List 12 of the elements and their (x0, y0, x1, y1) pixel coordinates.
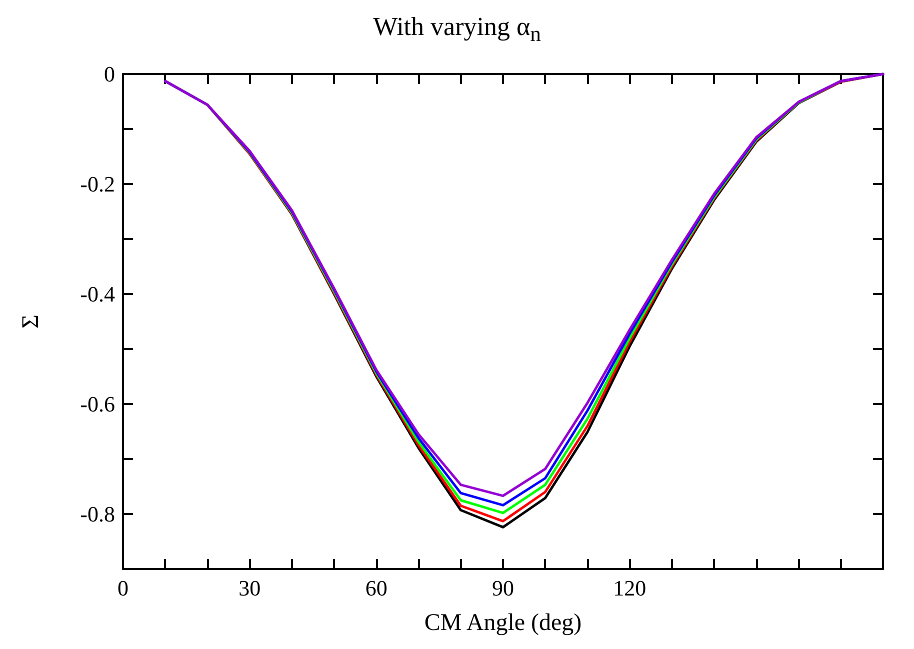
y-tick-label: -0.2 (80, 172, 115, 196)
y-tick-label: 0 (104, 62, 115, 86)
y-axis-title: Σ (18, 314, 44, 328)
x-tick-label: 120 (613, 576, 646, 600)
chart-title: With varying α$_{n}$ (372, 12, 542, 48)
x-tick-label: 60 (365, 576, 388, 600)
y-tick-label: -0.6 (80, 392, 115, 416)
x-tick-label: 30 (238, 576, 261, 600)
y-tick-label: -0.4 (80, 282, 115, 306)
y-tick-label: -0.8 (80, 502, 115, 526)
x-tick-label: 90 (492, 576, 514, 600)
x-axis-title: CM Angle (deg) (424, 610, 582, 636)
